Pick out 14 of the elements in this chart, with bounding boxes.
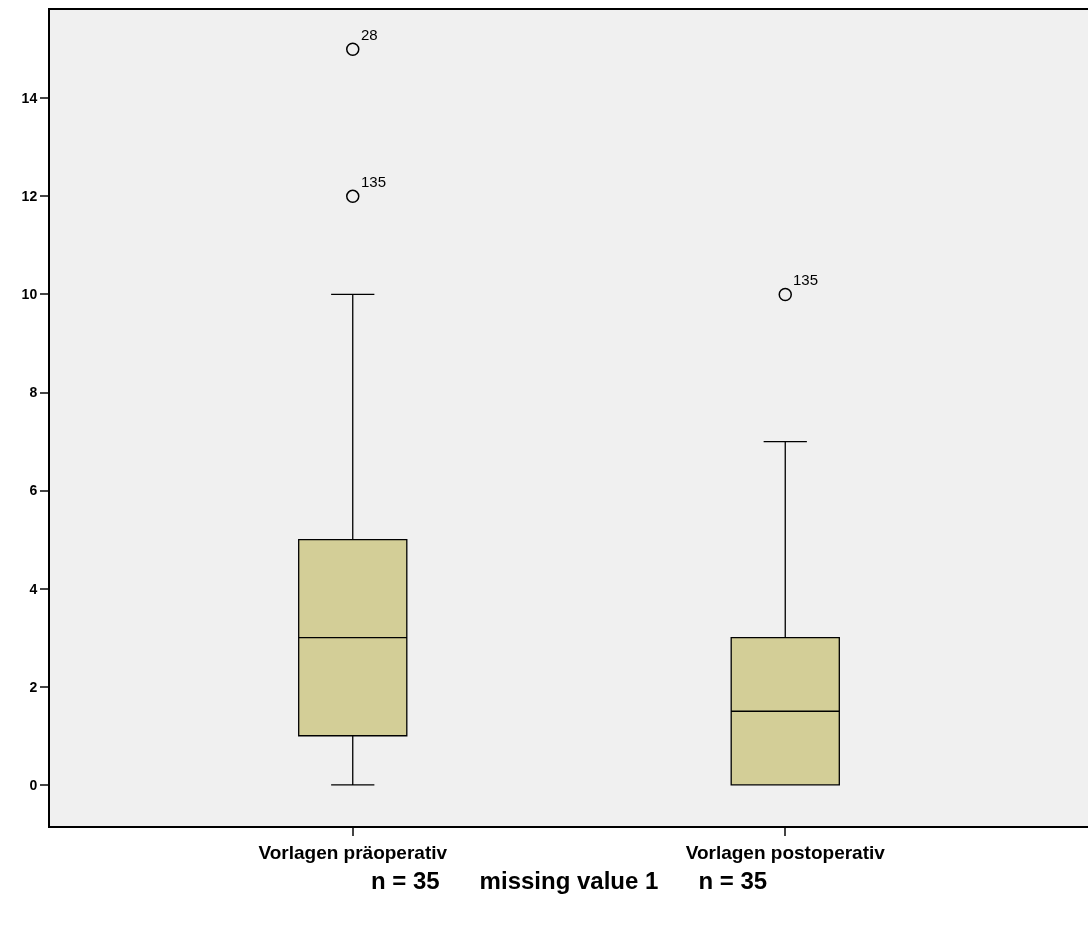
y-tick-label: 4 [29, 580, 38, 597]
annotation: 28 [361, 26, 378, 43]
y-tick-label: 10 [21, 286, 38, 303]
annotation: 135 [793, 271, 819, 288]
x-tick-label: Vorlagen präoperativ [258, 841, 448, 863]
y-tick-label: 14 [21, 90, 38, 107]
x-tick-label: Vorlagen postoperativ [685, 841, 886, 863]
y-tick-label: 6 [29, 482, 38, 499]
annotation: 135 [361, 173, 387, 190]
y-tick-label: 2 [29, 678, 38, 695]
y-tick-label: 0 [29, 776, 38, 793]
y-tick-label: 12 [21, 188, 38, 205]
y-tick-label: 8 [29, 384, 38, 401]
x-axis-title: n = 35 missing value 1 n = 35 [370, 866, 768, 894]
